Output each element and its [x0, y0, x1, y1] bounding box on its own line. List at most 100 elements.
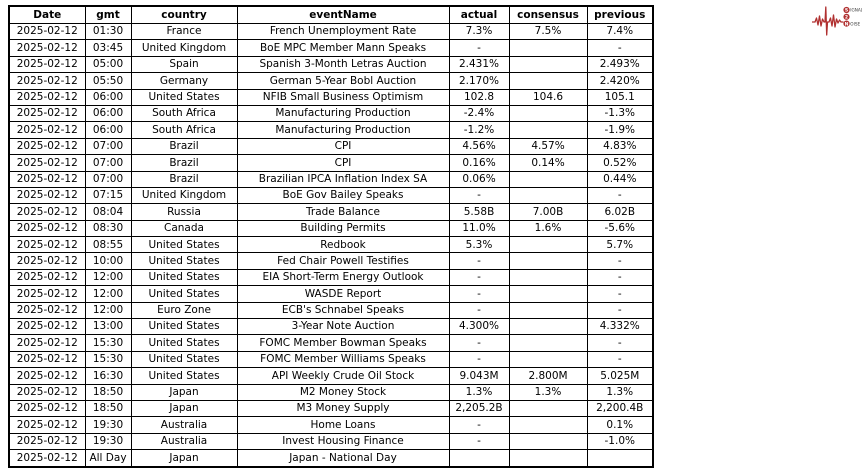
cell-country: Japan — [130, 449, 238, 468]
cell-previous: - — [586, 268, 654, 287]
cell-actual: 5.3% — [448, 236, 510, 254]
table-row: 2025-02-12 05:50 Germany German 5-Year Bobl… — [8, 72, 654, 90]
cell-consensus — [508, 416, 588, 434]
cell-country: United States — [130, 88, 238, 106]
cell-actual: - — [448, 268, 510, 287]
table-row: 2025-02-12 07:00 Brazil CPI 4.56% 4.57% 4.83% — [8, 137, 654, 156]
cell-country: Brazil — [130, 154, 238, 172]
cell-event: French Unemployment Rate — [236, 22, 450, 41]
column-header-gmt: gmt — [84, 5, 132, 24]
cell-actual: - — [448, 416, 510, 434]
cell-event: Home Loans — [236, 416, 450, 434]
cell-actual: 5.58B — [448, 203, 510, 221]
table-row: 2025-02-12 06:00 South Africa Manufacturing… — [8, 121, 654, 139]
cell-actual: 7.3% — [448, 22, 510, 41]
cell-country: United States — [130, 285, 238, 303]
cell-consensus — [508, 285, 588, 303]
cell-date: 2025-02-12 — [8, 350, 86, 369]
table-row: 2025-02-12 12:00 Euro Zone ECB's Schnabel S… — [8, 301, 654, 320]
cell-date: 2025-02-12 — [8, 22, 86, 41]
cell-event: EIA Short-Term Energy Outlook — [236, 268, 450, 287]
cell-date: 2025-02-12 — [8, 449, 86, 468]
cell-previous: 0.44% — [586, 170, 654, 188]
cell-country: Canada — [130, 219, 238, 238]
cell-gmt: 03:45 — [84, 39, 132, 57]
cell-consensus — [508, 252, 588, 270]
table-row: 2025-02-12 07:15 United Kingdom BoE Gov Bai… — [8, 186, 654, 205]
cell-gmt: All Day — [84, 449, 132, 468]
cell-country: United States — [130, 367, 238, 385]
cell-country: United States — [130, 252, 238, 270]
cell-consensus: 1.6% — [508, 219, 588, 238]
table-row: 2025-02-12 13:00 United States 3-Year Note … — [8, 318, 654, 336]
cell-actual: 4.56% — [448, 137, 510, 156]
cell-gmt: 18:50 — [84, 399, 132, 418]
cell-actual: 0.06% — [448, 170, 510, 188]
cell-gmt: 07:00 — [84, 170, 132, 188]
logo-initial-2: 2 — [845, 15, 848, 21]
cell-previous: 1.3% — [586, 383, 654, 401]
cell-date: 2025-02-12 — [8, 383, 86, 401]
cell-country: United States — [130, 350, 238, 369]
table-row: 2025-02-12 08:30 Canada Building Permits 11.… — [8, 219, 654, 238]
cell-previous: 6.02B — [586, 203, 654, 221]
cell-event: M2 Money Stock — [236, 383, 450, 401]
cell-actual: 102.8 — [448, 88, 510, 106]
table-row: 2025-02-12 08:04 Russia Trade Balance 5.58B 7… — [8, 203, 654, 221]
cell-previous: 5.7% — [586, 236, 654, 254]
cell-gmt: 12:00 — [84, 301, 132, 320]
cell-previous: 2.420% — [586, 72, 654, 90]
cell-gmt: 08:30 — [84, 219, 132, 238]
cell-actual: 2,205.2B — [448, 399, 510, 418]
table-row: 2025-02-12 06:00 United States NFIB Small B… — [8, 88, 654, 106]
cell-date: 2025-02-12 — [8, 39, 86, 57]
cell-gmt: 12:00 — [84, 268, 132, 287]
cell-actual — [448, 449, 510, 468]
cell-previous: 5.025M — [586, 367, 654, 385]
cell-gmt: 01:30 — [84, 22, 132, 41]
cell-actual: 2.170% — [448, 72, 510, 90]
cell-actual: - — [448, 350, 510, 369]
cell-event: Manufacturing Production — [236, 104, 450, 123]
table-row: 2025-02-12 07:00 Brazil Brazilian IPCA Infl… — [8, 170, 654, 188]
cell-actual: 2.431% — [448, 55, 510, 74]
cell-previous: - — [586, 252, 654, 270]
cell-event: CPI — [236, 137, 450, 156]
cell-consensus — [508, 186, 588, 205]
cell-country: Euro Zone — [130, 301, 238, 320]
cell-gmt: 18:50 — [84, 383, 132, 401]
cell-date: 2025-02-12 — [8, 72, 86, 90]
cell-date: 2025-02-12 — [8, 268, 86, 287]
table-row: 2025-02-12 08:55 United States Redbook 5.3% 5… — [8, 236, 654, 254]
cell-consensus — [508, 39, 588, 57]
cell-date: 2025-02-12 — [8, 318, 86, 336]
cell-previous: - — [586, 334, 654, 352]
cell-consensus — [508, 318, 588, 336]
ecg-waveform-icon — [811, 6, 844, 36]
cell-date: 2025-02-12 — [8, 186, 86, 205]
cell-date: 2025-02-12 — [8, 301, 86, 320]
table-row: 2025-02-12 07:00 Brazil CPI 0.16% 0.14% 0.52% — [8, 154, 654, 172]
cell-gmt: 06:00 — [84, 121, 132, 139]
logo-initial-s: S — [845, 8, 848, 14]
cell-event: CPI — [236, 154, 450, 172]
table-row: 2025-02-12 12:00 United States WASDE Report… — [8, 285, 654, 303]
table-row: 2025-02-12 19:30 Australia Home Loans - 0.1% — [8, 416, 654, 434]
cell-date: 2025-02-12 — [8, 285, 86, 303]
cell-country: United States — [130, 236, 238, 254]
cell-date: 2025-02-12 — [8, 367, 86, 385]
cell-event: Japan - National Day — [236, 449, 450, 468]
cell-consensus: 0.14% — [508, 154, 588, 172]
cell-event: FOMC Member Bowman Speaks — [236, 334, 450, 352]
cell-event: API Weekly Crude Oil Stock — [236, 367, 450, 385]
cell-actual: 0.16% — [448, 154, 510, 172]
cell-country: France — [130, 22, 238, 41]
cell-country: Australia — [130, 416, 238, 434]
cell-gmt: 08:04 — [84, 203, 132, 221]
cell-event: Manufacturing Production — [236, 121, 450, 139]
cell-consensus: 7.00B — [508, 203, 588, 221]
cell-actual: 9.043M — [448, 367, 510, 385]
cell-country: South Africa — [130, 121, 238, 139]
cell-date: 2025-02-12 — [8, 399, 86, 418]
cell-event: WASDE Report — [236, 285, 450, 303]
